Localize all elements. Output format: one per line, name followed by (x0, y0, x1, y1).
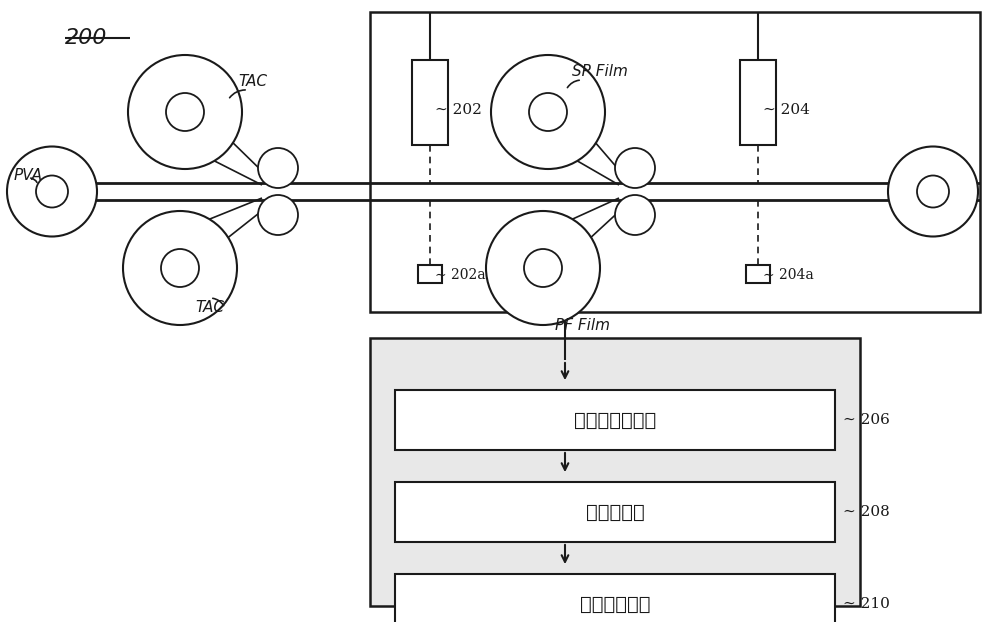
Text: PVA: PVA (14, 167, 43, 182)
Bar (395, 482, 835, 542)
Text: SP Film: SP Film (572, 65, 628, 80)
Bar (740, 60, 776, 145)
Circle shape (524, 249, 562, 287)
Text: 200: 200 (65, 28, 107, 48)
Circle shape (529, 93, 567, 131)
Circle shape (36, 175, 68, 208)
Text: ∼ 206: ∼ 206 (843, 413, 890, 427)
Text: ∼ 210: ∼ 210 (843, 597, 890, 611)
Bar (418, 265, 442, 283)
Circle shape (166, 93, 204, 131)
Circle shape (258, 195, 298, 235)
Text: ∼ 204a: ∼ 204a (763, 268, 814, 282)
Circle shape (7, 147, 97, 236)
Bar (395, 574, 835, 622)
Text: ∼ 202a: ∼ 202a (435, 268, 486, 282)
Circle shape (123, 211, 237, 325)
Text: 数据合并部: 数据合并部 (586, 503, 644, 521)
Circle shape (888, 147, 978, 236)
Circle shape (615, 148, 655, 188)
Text: ∼ 208: ∼ 208 (843, 505, 890, 519)
Text: TAC: TAC (238, 75, 267, 90)
Circle shape (917, 175, 949, 208)
Bar (370, 338, 860, 606)
Text: 接缝缺陷排除部: 接缝缺陷排除部 (574, 411, 656, 430)
Text: PF Film: PF Film (555, 318, 610, 333)
Bar (395, 390, 835, 450)
Bar (412, 60, 448, 145)
Text: ∼ 202: ∼ 202 (435, 103, 482, 117)
Text: 成品率预测部: 成品率预测部 (580, 595, 650, 613)
Bar (746, 265, 770, 283)
Bar (370, 12, 980, 312)
Text: ∼ 204: ∼ 204 (763, 103, 810, 117)
Text: TAC: TAC (195, 300, 224, 315)
Circle shape (161, 249, 199, 287)
Circle shape (258, 148, 298, 188)
Circle shape (486, 211, 600, 325)
Circle shape (615, 195, 655, 235)
Circle shape (128, 55, 242, 169)
Circle shape (491, 55, 605, 169)
